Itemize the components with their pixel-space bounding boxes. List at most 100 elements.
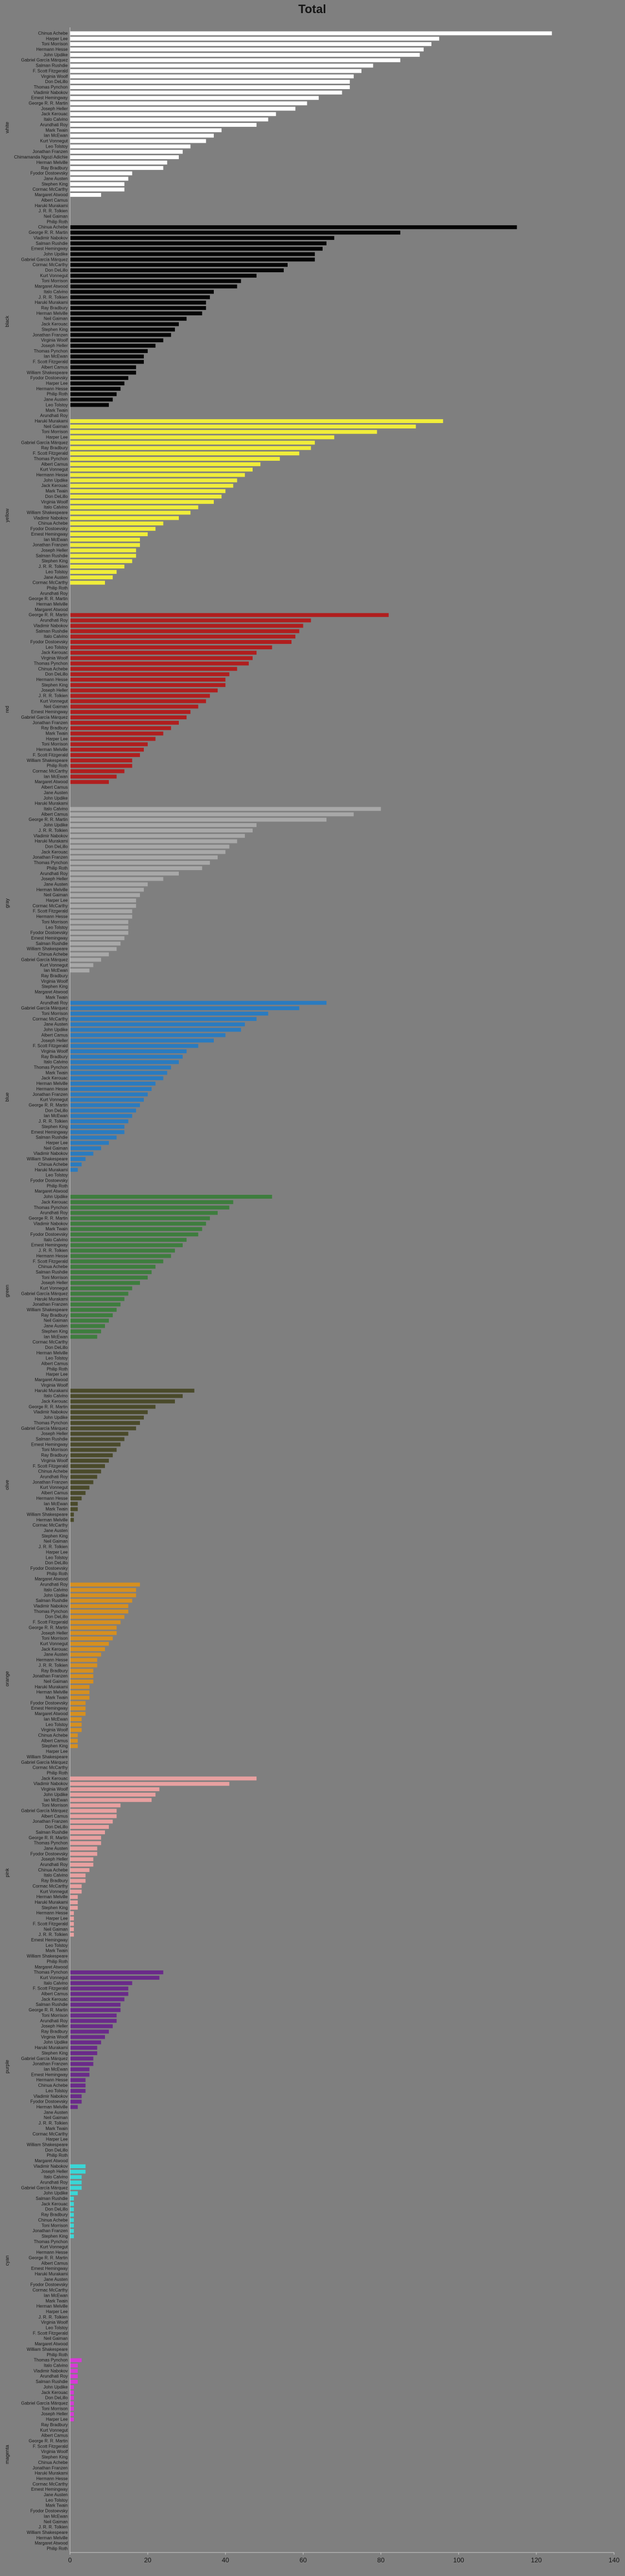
bar: [70, 467, 253, 472]
tick-label: William Shakespeare: [27, 510, 68, 515]
tick-label: Virginia Woolf: [41, 1383, 68, 1388]
tick-label: Hermann Hesse: [36, 914, 68, 919]
bar: [70, 2186, 82, 2190]
bar: [70, 2029, 109, 2034]
tick-label: Cormac McCarthy: [33, 1523, 68, 1528]
bar: [70, 2035, 105, 2039]
tick-label: Don DeLillo: [45, 1345, 68, 1350]
tick-label: J. R. R. Tolkien: [38, 1545, 68, 1550]
bar: [70, 715, 187, 720]
tick-label: William Shakespeare: [27, 947, 68, 952]
bar: [70, 2099, 82, 2104]
tick-label: William Shakespeare: [27, 1755, 68, 1759]
tick-label: Salman Rushdie: [36, 241, 68, 246]
tick-label: Herman Melville: [37, 160, 68, 165]
tick-label: Margaret Atwood: [35, 607, 68, 612]
bar: [70, 1222, 206, 1226]
bar: [70, 1695, 90, 1700]
tick-label: Ray Bradbury: [41, 1054, 68, 1059]
tick-label: Joseph Heller: [41, 2024, 68, 2029]
tick-label: Margaret Atwood: [35, 779, 68, 784]
bar: [70, 855, 218, 860]
tick-label: Italo Calvino: [44, 289, 68, 294]
tick-label: F. Scott Fitzgerald: [33, 1464, 68, 1469]
tick-label: Toni Morrison: [42, 1803, 68, 1808]
group-label: black: [4, 315, 10, 327]
bar: [70, 748, 144, 752]
bar: [70, 1076, 163, 1081]
tick-label: William Shakespeare: [27, 1307, 68, 1312]
bar: [70, 1211, 218, 1215]
bar: [70, 1862, 94, 1867]
bar: [70, 2040, 101, 2045]
tick-label: Herman Melville: [37, 2104, 68, 2109]
bar: [70, 42, 431, 46]
tick-label: Leo Tolstoy: [46, 144, 68, 149]
bar: [70, 1394, 183, 1398]
bar: [70, 2024, 113, 2028]
bar: [70, 1997, 125, 2002]
tick-label: Mark Twain: [45, 1227, 68, 1231]
tick-label: Cormac McCarthy: [33, 187, 68, 192]
bar: [70, 2084, 86, 2088]
tick-label: Arundhati Roy: [40, 618, 68, 623]
tick-label: Neil Gaiman: [44, 1318, 68, 1323]
tick-label: Gabriel García Márquez: [21, 1808, 68, 1813]
bar: [70, 1501, 78, 1506]
bar: [70, 360, 144, 364]
group-label: gray: [4, 898, 10, 908]
bar: [70, 1685, 90, 1689]
bar: [70, 2067, 90, 2072]
bar: [70, 112, 276, 116]
bar: [70, 2078, 86, 2082]
bar: [70, 69, 362, 73]
bar: [70, 1852, 97, 1856]
tick-label: Fyodor Dostoevsky: [31, 2509, 68, 2514]
bar: [70, 424, 416, 429]
bar: [70, 118, 268, 122]
tick-label: Haruki Murakami: [35, 1167, 68, 1172]
bar: [70, 1006, 300, 1011]
bar: [70, 1448, 117, 1452]
bar: [70, 769, 125, 773]
bar: [70, 1001, 327, 1005]
tick-label: Herman Melville: [37, 602, 68, 607]
bar: [70, 818, 327, 822]
tick-label: Gabriel García Márquez: [21, 58, 68, 63]
bar: [70, 1087, 152, 1091]
tick-label: Philip Roth: [46, 392, 68, 397]
tick-label: Hermann Hesse: [36, 1911, 68, 1916]
bar: [70, 1011, 268, 1016]
bar: [70, 931, 128, 935]
bar: [70, 764, 132, 768]
bar: [70, 1970, 163, 1975]
tick-label: Joseph Heller: [41, 106, 68, 111]
bar: [70, 914, 132, 919]
tick-label: Margaret Atwood: [35, 2342, 68, 2346]
tick-label: Don DeLillo: [45, 494, 68, 499]
bar: [70, 1200, 233, 1204]
tick-label: Fyodor Dostoevsky: [31, 375, 68, 380]
bar: [70, 247, 323, 251]
bar: [70, 263, 288, 267]
tick-label: Gabriel García Márquez: [21, 1426, 68, 1431]
bar: [70, 2175, 82, 2179]
tick-label: Toni Morrison: [42, 1011, 68, 1016]
bar: [70, 2062, 94, 2066]
bar: [70, 2407, 74, 2411]
bar: [70, 435, 335, 439]
tick-label: Leo Tolstoy: [46, 2326, 68, 2331]
tick-label: Haruki Murakami: [35, 300, 68, 305]
bar: [70, 828, 253, 832]
bar: [70, 252, 315, 256]
tick-label: Virginia Woolf: [41, 2320, 68, 2325]
bar: [70, 1082, 156, 1086]
tick-label: Toni Morrison: [42, 42, 68, 46]
tick-label: Mark Twain: [45, 2126, 68, 2131]
bar: [70, 1744, 78, 1748]
tick-label: Italo Calvino: [44, 2363, 68, 2368]
bar: [70, 742, 148, 747]
tick-label: Haruki Murakami: [35, 1296, 68, 1301]
bar: [70, 1205, 230, 1210]
bar: [70, 1599, 132, 1603]
